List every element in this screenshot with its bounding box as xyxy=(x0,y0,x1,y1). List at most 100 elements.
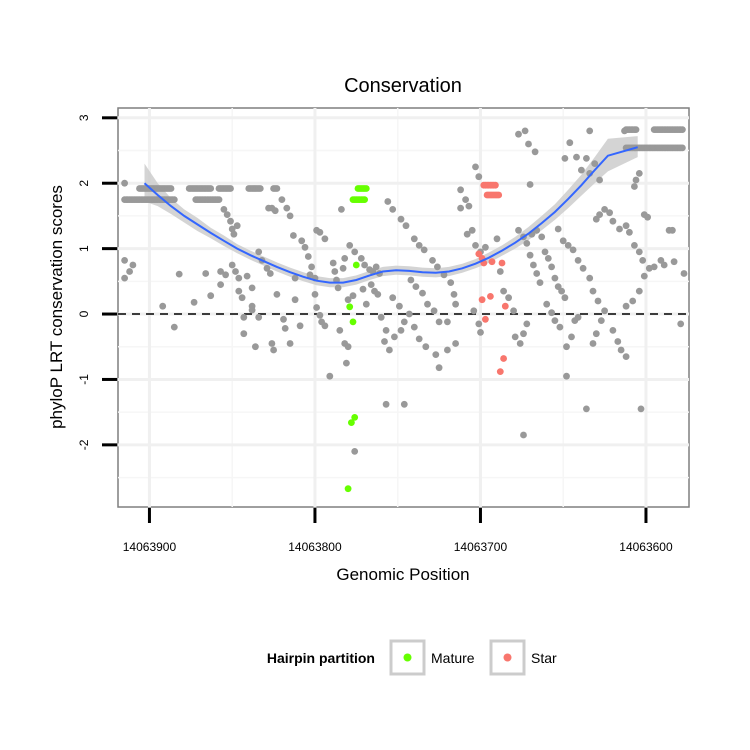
point-other-287 xyxy=(400,400,408,408)
point-other-180 xyxy=(232,268,239,275)
point-other-331 xyxy=(551,274,559,282)
point-other-238 xyxy=(362,300,370,308)
point-other-177 xyxy=(230,230,238,238)
point-other-280 xyxy=(410,323,418,331)
point-other-254 xyxy=(386,346,393,354)
point-other-394 xyxy=(639,257,647,264)
point-other-219 xyxy=(313,304,320,311)
point-other-356 xyxy=(573,153,580,161)
point-other-209 xyxy=(291,296,299,304)
point-other-191 xyxy=(255,313,263,321)
point-other-242 xyxy=(341,255,349,262)
point-other-386 xyxy=(631,183,638,190)
point-other-379 xyxy=(622,302,630,310)
point-other-333 xyxy=(558,287,565,295)
y-axis-title: phyloP LRT conservation scores xyxy=(47,185,66,429)
x-axis: 14063900 14063800 14063700 14063600 xyxy=(123,508,673,554)
point-other-312 xyxy=(523,320,531,328)
point-other-289 xyxy=(452,300,459,308)
y-tick-label-2: 0 xyxy=(77,310,91,317)
point-other-296 xyxy=(475,320,483,328)
point-other-357 xyxy=(578,166,585,174)
point-other-251 xyxy=(371,287,378,295)
point-other-264 xyxy=(402,222,410,230)
point-other-98 xyxy=(215,196,223,204)
point-other-354 xyxy=(561,155,569,162)
point-other-395 xyxy=(660,261,668,269)
point-other-202 xyxy=(278,196,286,204)
point-other-297 xyxy=(477,329,484,336)
point-other-230 xyxy=(334,284,342,292)
point-other-228 xyxy=(331,268,339,275)
point-other-158 xyxy=(679,144,686,152)
point-star-26 xyxy=(496,368,504,375)
point-other-403 xyxy=(351,448,359,455)
point-other-213 xyxy=(304,253,312,260)
point-other-165 xyxy=(170,323,178,331)
point-other-313 xyxy=(515,226,522,234)
point-other-236 xyxy=(349,292,357,300)
point-other-198 xyxy=(266,270,274,277)
point-other-315 xyxy=(523,240,531,247)
y-tick-label-0: -2 xyxy=(77,439,91,450)
point-other-284 xyxy=(435,364,443,372)
point-other-368 xyxy=(609,217,617,225)
point-other-387 xyxy=(632,176,640,184)
point-other-160 xyxy=(121,257,128,264)
point-other-291 xyxy=(468,226,476,234)
point-other-276 xyxy=(435,318,443,326)
legend-item-mature: Mature xyxy=(389,639,475,676)
point-other-367 xyxy=(606,209,613,217)
point-other-309 xyxy=(511,333,519,341)
point-other-255 xyxy=(391,333,398,341)
point-other-344 xyxy=(563,372,570,380)
y-tick-label-5: 3 xyxy=(77,114,91,121)
point-other-218 xyxy=(311,291,319,298)
point-other-263 xyxy=(397,215,405,223)
point-other-377 xyxy=(617,346,625,354)
point-other-281 xyxy=(415,335,423,343)
point-other-339 xyxy=(563,343,570,351)
point-other-380 xyxy=(629,297,637,305)
point-other-335 xyxy=(543,300,551,308)
point-other-159 xyxy=(121,179,128,187)
point-other-360 xyxy=(591,160,599,168)
point-other-371 xyxy=(589,340,597,347)
point-other-244 xyxy=(351,248,359,256)
smooth-curve xyxy=(143,146,638,284)
point-other-355 xyxy=(566,139,574,147)
point-other-49 xyxy=(256,185,264,192)
point-other-215 xyxy=(306,271,314,279)
point-other-381 xyxy=(635,287,643,295)
point-other-234 xyxy=(344,343,352,351)
chart-title: Conservation xyxy=(344,75,462,97)
point-other-338 xyxy=(556,323,564,331)
point-other-292 xyxy=(472,242,479,249)
point-other-253 xyxy=(381,338,388,345)
point-other-362 xyxy=(586,127,594,135)
y-tick-label-1: -1 xyxy=(77,374,91,385)
point-other-162 xyxy=(121,274,128,282)
point-other-307 xyxy=(505,294,512,302)
point-other-345 xyxy=(554,225,562,233)
point-other-235 xyxy=(344,296,352,304)
point-other-161 xyxy=(126,268,133,275)
point-other-336 xyxy=(548,309,555,317)
point-other-294 xyxy=(482,243,489,251)
point-other-372 xyxy=(592,330,600,338)
point-other-241 xyxy=(339,264,347,272)
point-other-390 xyxy=(644,213,651,221)
point-other-210 xyxy=(291,274,299,282)
point-other-283 xyxy=(432,351,440,358)
point-other-105 xyxy=(632,126,640,133)
point-star-23 xyxy=(501,302,509,310)
point-other-382 xyxy=(640,272,648,280)
point-other-298 xyxy=(457,186,464,194)
point-other-353 xyxy=(594,297,602,305)
point-other-365 xyxy=(596,211,603,219)
point-other-384 xyxy=(650,263,658,271)
point-other-279 xyxy=(405,310,413,318)
point-other-404 xyxy=(382,400,390,408)
point-other-392 xyxy=(631,242,638,249)
point-other-323 xyxy=(531,148,539,156)
